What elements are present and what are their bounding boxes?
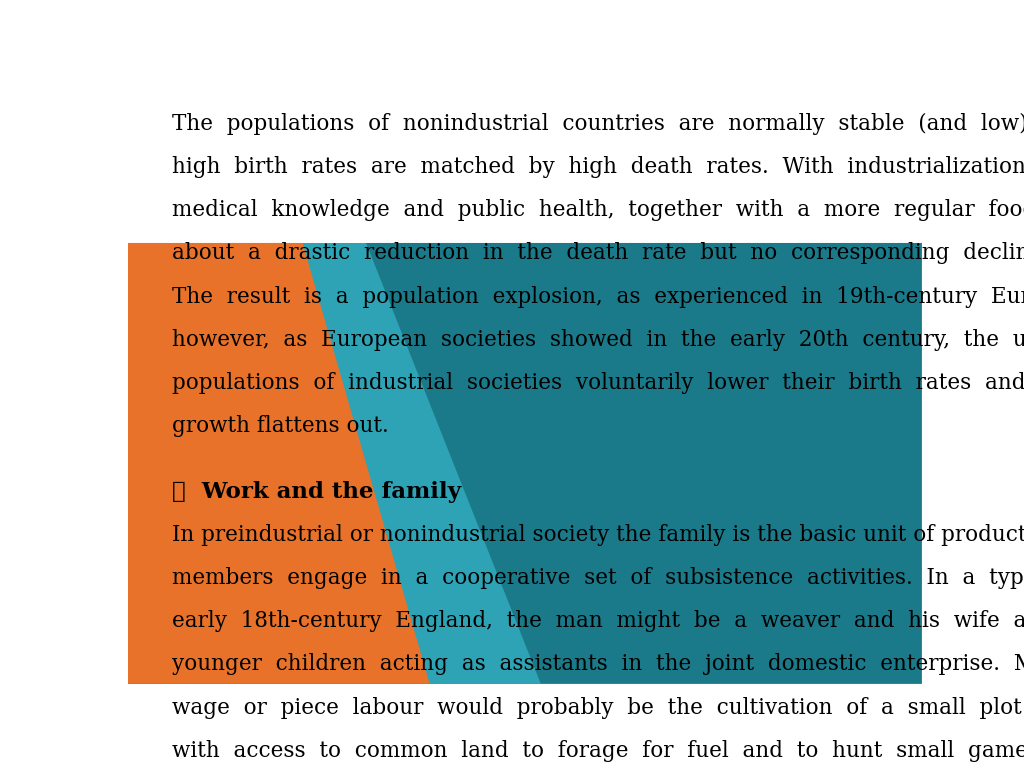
Text: populations  of  industrial  societies  voluntarily  lower  their  birth  rates : populations of industrial societies volu… [172,372,1024,394]
Text: growth flattens out.: growth flattens out. [172,415,388,437]
Text: ❖  Work and the family: ❖ Work and the family [172,481,461,503]
Text: medical  knowledge  and  public  health,  together  with  a  more  regular  food: medical knowledge and public health, tog… [172,199,1024,221]
Polygon shape [128,243,922,684]
Text: however,  as  European  societies  showed  in  the  early  20th  century,  the  : however, as European societies showed in… [172,329,1024,351]
Polygon shape [128,243,430,684]
Text: wage  or  piece  labour  would  probably  be  the  cultivation  of  a  small  pl: wage or piece labour would probably be t… [172,697,1024,719]
Text: high  birth  rates  are  matched  by  high  death  rates.  With  industrializati: high birth rates are matched by high dea… [172,156,1024,178]
Text: In preindustrial or nonindustrial society the family is the basic unit of produc: In preindustrial or nonindustrial societ… [172,524,1024,546]
Text: with  access  to  common  land  to  forage  for  fuel  and  to  hunt  small  gam: with access to common land to forage for… [172,740,1024,762]
Text: about  a  drastic  reduction  in  the  death  rate  but  no  corresponding  decl: about a drastic reduction in the death r… [172,243,1024,264]
Text: members  engage  in  a  cooperative  set  of  subsistence  activities.  In  a  t: members engage in a cooperative set of s… [172,567,1024,589]
Text: The  populations  of  nonindustrial  countries  are  normally  stable  (and  low: The populations of nonindustrial countri… [172,113,1024,135]
Text: early  18th-century  England,  the  man  might  be  a  weaver  and  his  wife  a: early 18th-century England, the man migh… [172,611,1024,632]
Text: The  result  is  a  population  explosion,  as  experienced  in  19th-century  E: The result is a population explosion, as… [172,286,1024,307]
Polygon shape [367,243,922,684]
Text: younger  children  acting  as  assistants  in  the  joint  domestic  enterprise.: younger children acting as assistants in… [172,654,1024,675]
